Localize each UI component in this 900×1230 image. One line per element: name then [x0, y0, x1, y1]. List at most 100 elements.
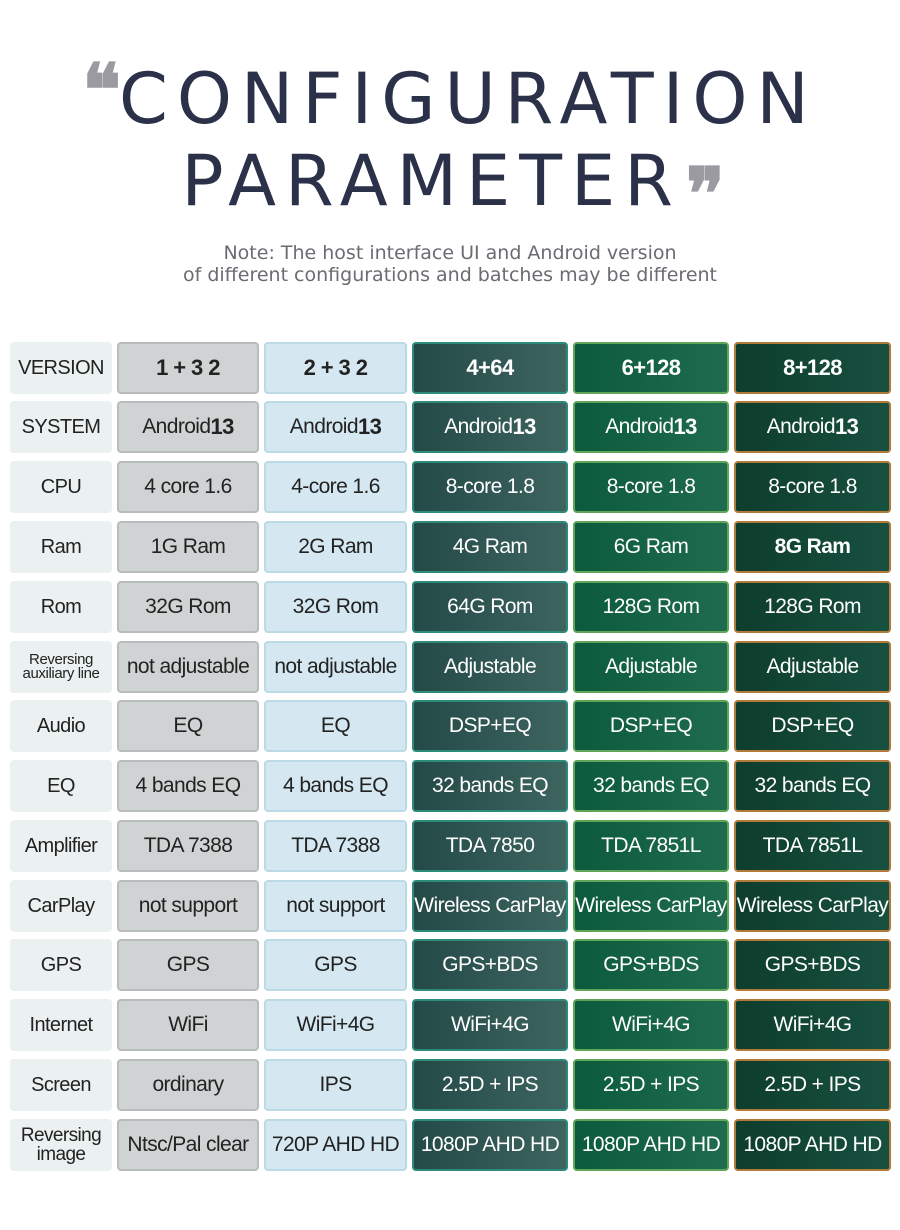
row-label: Reversing auxiliary line: [10, 641, 112, 693]
table-cell: EQ: [117, 700, 259, 752]
table-cell: WiFi+4G: [573, 999, 729, 1051]
table-cell: EQ: [264, 700, 407, 752]
table-cell: not support: [117, 880, 259, 932]
row-label: VERSION: [10, 342, 112, 394]
table-cell: 4+64: [412, 342, 568, 394]
table-cell: 2G Ram: [264, 521, 407, 573]
table-cell: TDA 7850: [412, 820, 568, 872]
row-label: CarPlay: [10, 880, 112, 932]
table-cell: Android 13: [412, 401, 568, 453]
os-name: Android: [605, 415, 674, 438]
table-cell: ordinary: [117, 1059, 259, 1111]
table-cell: 4 bands EQ: [117, 760, 259, 812]
table-cell: 4 core 1.6: [117, 461, 259, 513]
table-cell: TDA 7851L: [734, 820, 891, 872]
table-cell: 6+128: [573, 342, 729, 394]
table-cell: Wireless CarPlay: [412, 880, 568, 932]
table-cell: 32G Rom: [117, 581, 259, 633]
table-cell: DSP+EQ: [412, 700, 568, 752]
table-cell: TDA 7851L: [573, 820, 729, 872]
table-cell: Adjustable: [412, 641, 568, 693]
os-version: 13: [512, 414, 536, 439]
table-cell: Android 13: [734, 401, 891, 453]
title-line-2: PARAMETER❞: [0, 140, 900, 234]
table-cell: 2.5D + IPS: [734, 1059, 891, 1111]
table-cell: Android 13: [117, 401, 259, 453]
table-cell: TDA 7388: [264, 820, 407, 872]
table-cell: 2.5D + IPS: [412, 1059, 568, 1111]
table-cell: 1080P AHD HD: [573, 1119, 729, 1171]
table-cell: Ntsc/Pal clear: [117, 1119, 259, 1171]
row-label: Audio: [10, 700, 112, 752]
table-cell: 720P AHD HD: [264, 1119, 407, 1171]
table-cell: Adjustable: [573, 641, 729, 693]
table-cell: WiFi+4G: [264, 999, 407, 1051]
table-cell: WiFi: [117, 999, 259, 1051]
table-cell: 8-core 1.8: [734, 461, 891, 513]
row-label: Internet: [10, 999, 112, 1051]
table-cell: WiFi+4G: [734, 999, 891, 1051]
title-configuration: CONFIGURATION: [118, 58, 818, 140]
os-name: Android: [142, 415, 211, 438]
row-label: SYSTEM: [10, 401, 112, 453]
table-cell: 1080P AHD HD: [734, 1119, 891, 1171]
table-cell: 8-core 1.8: [573, 461, 729, 513]
table-cell: 8-core 1.8: [412, 461, 568, 513]
table-cell: 1G Ram: [117, 521, 259, 573]
note-line-1: Note: The host interface UI and Android …: [223, 242, 677, 264]
table-cell: 1080P AHD HD: [412, 1119, 568, 1171]
note-line-2: of different configurations and batches …: [182, 264, 718, 286]
table-cell: GPS: [117, 939, 259, 991]
table-cell: 128G Rom: [573, 581, 729, 633]
table-cell: Android 13: [264, 401, 407, 453]
table-cell: Adjustable: [734, 641, 891, 693]
table-cell: DSP+EQ: [573, 700, 729, 752]
title-parameter: PARAMETER: [181, 140, 682, 222]
row-label: Amplifier: [10, 820, 112, 872]
title-line-1: ❝CONFIGURATION: [0, 50, 900, 140]
table-cell: 32 bands EQ: [412, 760, 568, 812]
table-cell: not support: [264, 880, 407, 932]
table-cell: TDA 7388: [117, 820, 259, 872]
table-cell: WiFi+4G: [412, 999, 568, 1051]
table-cell: 32 bands EQ: [573, 760, 729, 812]
os-version: 13: [357, 414, 382, 439]
row-label: EQ: [10, 760, 112, 812]
table-cell: IPS: [264, 1059, 407, 1111]
row-label: Reversing image: [10, 1119, 112, 1171]
table-cell: 1 + 3 2: [117, 342, 259, 394]
table-cell: 64G Rom: [412, 581, 568, 633]
os-version: 13: [673, 414, 697, 439]
table-cell: GPS+BDS: [573, 939, 729, 991]
table-cell: 128G Rom: [734, 581, 891, 633]
os-name: Android: [444, 415, 513, 438]
table-cell: GPS+BDS: [412, 939, 568, 991]
table-cell: GPS: [264, 939, 407, 991]
os-name: Android: [766, 415, 836, 438]
table-cell: 8G Ram: [734, 521, 891, 573]
os-version: 13: [834, 414, 859, 439]
table-cell: 2.5D + IPS: [573, 1059, 729, 1111]
table-cell: GPS+BDS: [734, 939, 891, 991]
table-cell: not adjustable: [117, 641, 259, 693]
table-cell: 8+128: [734, 342, 891, 394]
table-cell: not adjustable: [264, 641, 407, 693]
table-cell: 4G Ram: [412, 521, 568, 573]
table-cell: 4-core 1.6: [264, 461, 407, 513]
row-label: Screen: [10, 1059, 112, 1111]
table-cell: 32 bands EQ: [734, 760, 891, 812]
table-cell: Wireless CarPlay: [734, 880, 891, 932]
table-cell: Android 13: [573, 401, 729, 453]
table-cell: DSP+EQ: [734, 700, 891, 752]
row-label: Ram: [10, 521, 112, 573]
close-quote-icon: ❞: [685, 151, 725, 236]
table-cell: 6G Ram: [573, 521, 729, 573]
table-cell: 4 bands EQ: [264, 760, 407, 812]
os-version: 13: [210, 414, 234, 439]
os-name: Android: [289, 415, 359, 438]
table-cell: Wireless CarPlay: [573, 880, 729, 932]
row-label: GPS: [10, 939, 112, 991]
open-quote-icon: ❝: [82, 47, 121, 132]
row-label: CPU: [10, 461, 112, 513]
row-label: Rom: [10, 581, 112, 633]
